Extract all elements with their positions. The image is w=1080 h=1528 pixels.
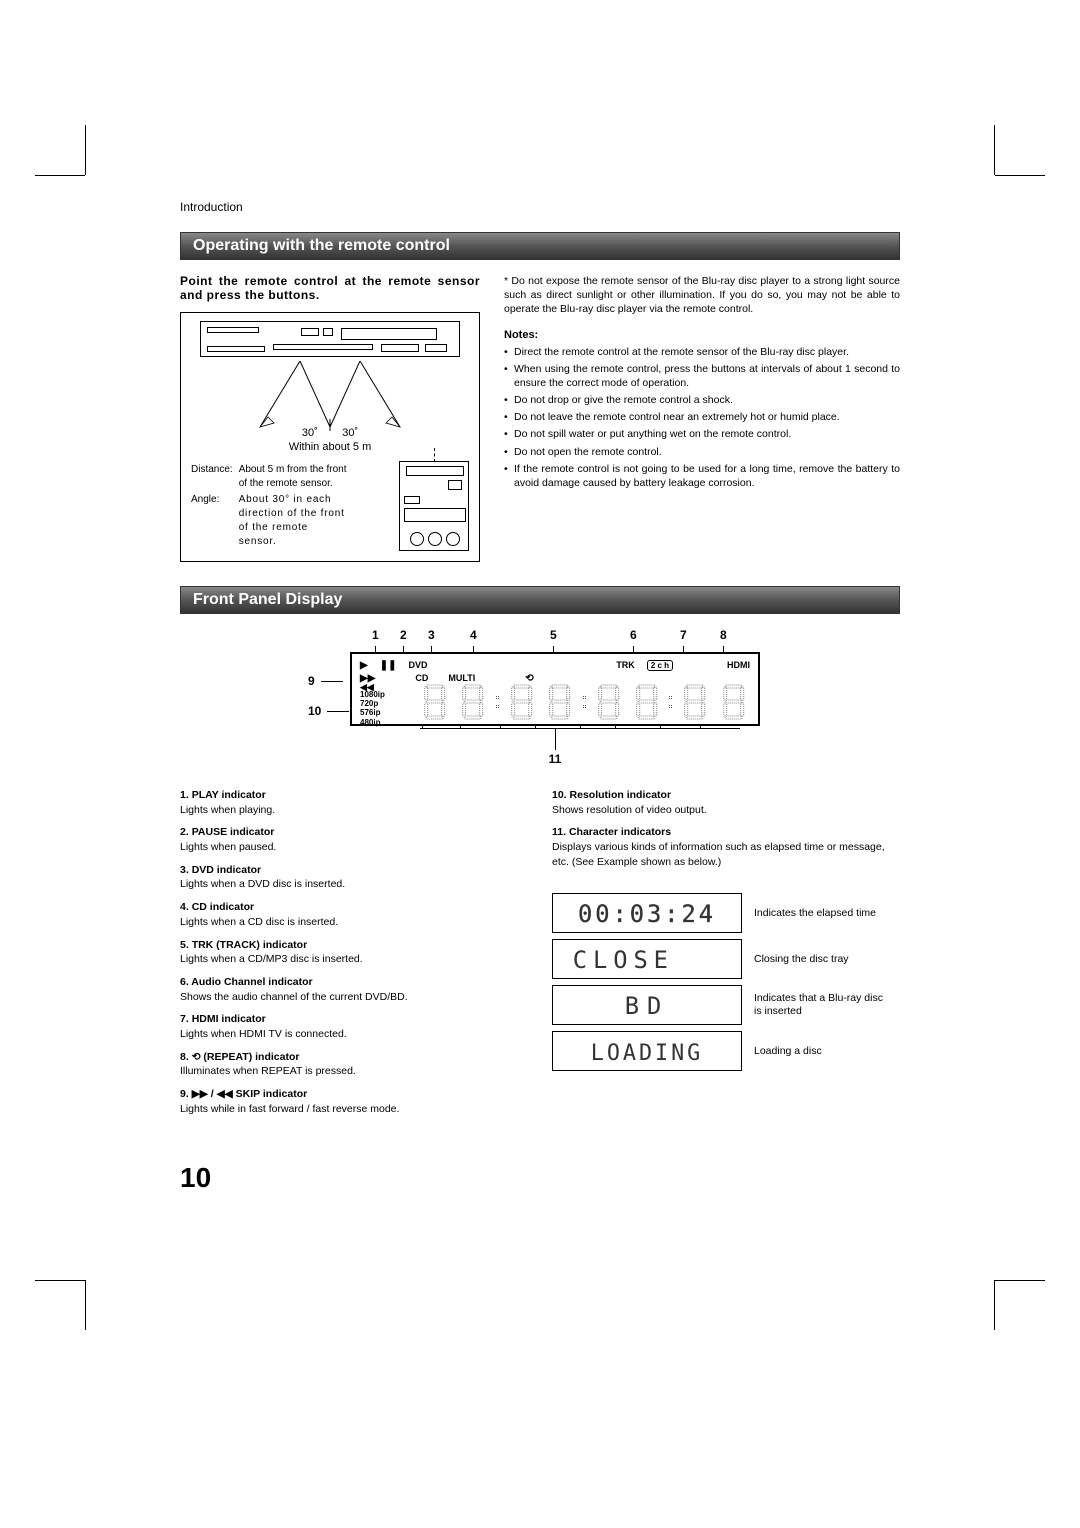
dist-label: Distance: bbox=[191, 463, 237, 491]
segment-display bbox=[418, 682, 750, 722]
note-item: Do not leave the remote control near an … bbox=[504, 410, 900, 424]
note-item: Do not spill water or put anything wet o… bbox=[504, 427, 900, 441]
callout-11: 11 bbox=[549, 752, 562, 766]
res-item: 720p bbox=[360, 699, 385, 708]
indicators-section: 1. PLAY indicatorLights when playing. 2.… bbox=[180, 788, 900, 1124]
note-item: Direct the remote control at the remote … bbox=[504, 345, 900, 359]
svg-text:LOADING: LOADING bbox=[591, 1041, 703, 1066]
within-text: Within about 5 m bbox=[189, 441, 471, 453]
seg-text-icon: 00:03:24 bbox=[553, 898, 741, 928]
play-icon: ▶ bbox=[360, 660, 368, 671]
res-item: 576ip bbox=[360, 708, 385, 717]
callout-3: 3 bbox=[428, 628, 435, 642]
svg-text:CLOSE: CLOSE bbox=[573, 946, 674, 974]
heading-fpd: Front Panel Display bbox=[180, 586, 900, 614]
callout-4: 4 bbox=[470, 628, 477, 642]
note-item: If the remote control is not going to be… bbox=[504, 462, 900, 490]
res-item: 1080ip bbox=[360, 690, 385, 699]
cone-icon bbox=[200, 361, 460, 431]
svg-text:00:03:24: 00:03:24 bbox=[578, 900, 716, 928]
note-item: Do not open the remote control. bbox=[504, 445, 900, 459]
res-item: 480ip bbox=[360, 718, 385, 727]
notes-list: Direct the remote control at the remote … bbox=[504, 345, 900, 491]
example-display: 00:03:24 bbox=[552, 893, 742, 933]
callout-8: 8 bbox=[720, 628, 727, 642]
remote-icon bbox=[399, 461, 469, 551]
notes-heading: Notes: bbox=[504, 329, 900, 341]
note-item: When using the remote control, press the… bbox=[504, 362, 900, 390]
distance-table: Distance: About 5 m from the front of th… bbox=[189, 461, 349, 551]
callout-9: 9 bbox=[308, 674, 315, 688]
remote-section: Point the remote control at the remote s… bbox=[180, 274, 900, 562]
section-label: Introduction bbox=[180, 200, 900, 214]
note-item: Do not drop or give the remote control a… bbox=[504, 393, 900, 407]
callout-5: 5 bbox=[550, 628, 557, 642]
heading-remote: Operating with the remote control bbox=[180, 232, 900, 260]
callout-7: 7 bbox=[680, 628, 687, 642]
page-content: Introduction Operating with the remote c… bbox=[180, 200, 900, 1124]
examples-block: 00:03:24 Indicates the elapsed time CLOS… bbox=[552, 893, 892, 1071]
dist-text: About 5 m from the front of the remote s… bbox=[239, 463, 347, 491]
callout-2: 2 bbox=[400, 628, 407, 642]
example-label: Indicates the elapsed time bbox=[754, 907, 892, 921]
seg-digit-icon bbox=[418, 684, 451, 720]
pause-icon: ❚❚ bbox=[380, 660, 397, 671]
player-outline-icon bbox=[200, 321, 460, 357]
callout-6: 6 bbox=[630, 628, 637, 642]
angle-label: Angle: bbox=[191, 493, 237, 549]
callout-10: 10 bbox=[308, 704, 321, 718]
page-number: 10 bbox=[180, 1162, 211, 1194]
intro-text: Point the remote control at the remote s… bbox=[180, 274, 480, 302]
dvd-label: DVD bbox=[408, 660, 427, 670]
trk-label: TRK bbox=[616, 660, 635, 670]
svg-text:BD: BD bbox=[625, 992, 669, 1020]
ch-pill: 2 c h bbox=[647, 660, 673, 671]
callout-1: 1 bbox=[372, 628, 379, 642]
hdmi-label: HDMI bbox=[727, 660, 750, 670]
star-note: Do not expose the remote sensor of the B… bbox=[504, 274, 900, 317]
remote-diagram: 30˚ 30˚ Within about 5 m Distance: About… bbox=[180, 312, 480, 562]
front-panel-figure: 1 2 3 4 5 6 7 8 9 10 ▶ ❚❚ DVD bbox=[320, 628, 760, 768]
angle-text: About 30° in each direction of the front… bbox=[239, 493, 347, 549]
